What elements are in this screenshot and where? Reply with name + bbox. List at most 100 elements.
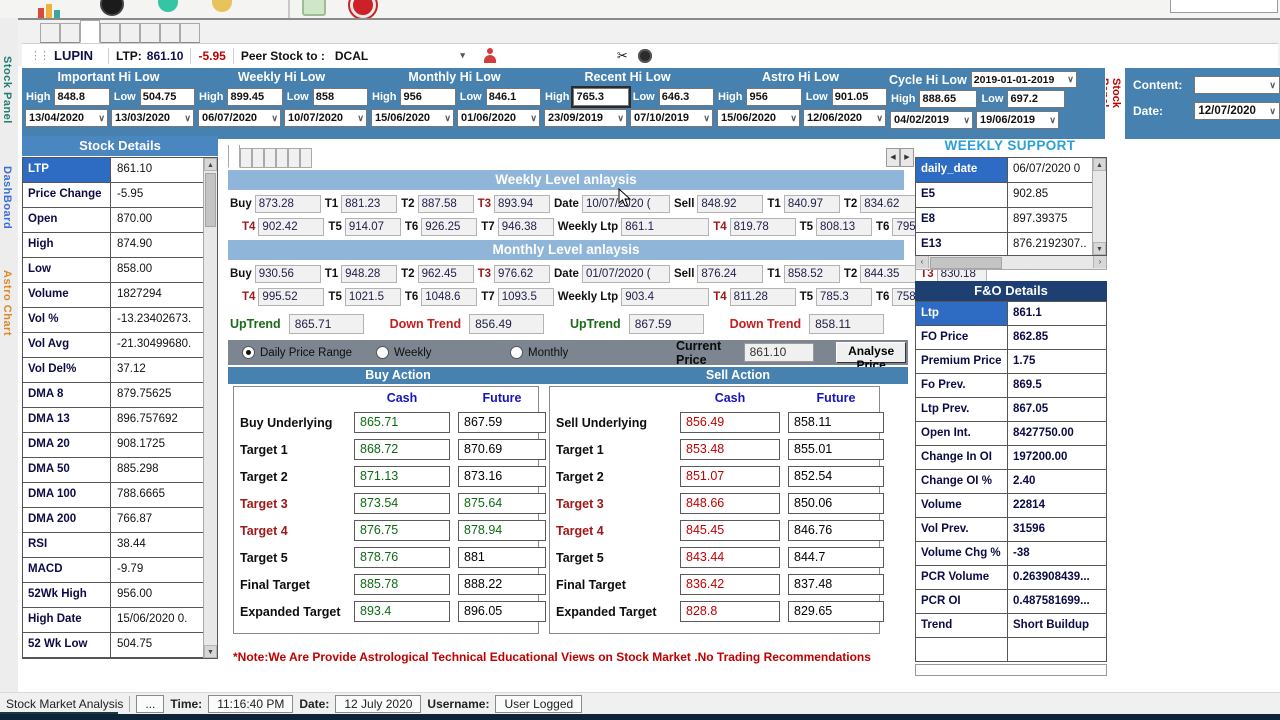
cycle-low-date-select[interactable]: 19/06/2019 ∨: [976, 111, 1059, 129]
cash-value-input[interactable]: 873.54: [354, 493, 450, 514]
level-field-input[interactable]: 902.42: [258, 217, 325, 236]
high-date-select[interactable]: 23/09/2019 ∨: [544, 109, 627, 127]
high-value-input[interactable]: 956: [400, 88, 456, 106]
low-date-select[interactable]: 10/07/2020 ∨: [284, 109, 367, 127]
table-row[interactable]: FO Price 862.85: [916, 326, 1106, 350]
video-progress-bar[interactable]: [0, 714, 1280, 720]
table-row[interactable]: Change In OI 197200.00: [916, 446, 1106, 470]
low-value-input[interactable]: 846.1: [485, 88, 541, 106]
main-tab[interactable]: [80, 20, 100, 43]
table-row[interactable]: High Date 15/06/2020 0.: [23, 608, 217, 633]
current-price-input[interactable]: 861.10: [743, 343, 815, 362]
table-row[interactable]: MACD -9.79: [23, 558, 217, 583]
table-row[interactable]: [916, 638, 1106, 661]
cycle-low-input[interactable]: 697.2: [1007, 90, 1066, 108]
main-tab[interactable]: [140, 23, 160, 43]
table-row[interactable]: Open Int. 8427750.00: [916, 422, 1106, 446]
high-value-input[interactable]: 956: [746, 88, 802, 106]
table-row[interactable]: E5 902.85: [916, 183, 1106, 208]
table-row[interactable]: Fo Prev. 869.5: [916, 374, 1106, 398]
future-value-input[interactable]: 873.16: [458, 466, 546, 487]
table-row[interactable]: High 874.90: [23, 233, 217, 258]
price-range-radio[interactable]: Daily Price Range: [242, 346, 362, 359]
cash-value-input[interactable]: 853.48: [680, 439, 780, 460]
tools-icon[interactable]: ✂: [616, 47, 628, 63]
table-row[interactable]: DMA 200 766.87: [23, 508, 217, 533]
level-field-input[interactable]: 840.97: [783, 194, 840, 213]
cash-value-input[interactable]: 865.71: [354, 412, 450, 433]
future-value-input[interactable]: 878.94: [458, 520, 546, 541]
star-icon[interactable]: [212, 0, 232, 12]
level-field-input[interactable]: 1048.6: [421, 287, 478, 306]
cash-value-input[interactable]: 856.49: [680, 412, 780, 433]
analyse-price-button[interactable]: Analyse Price: [836, 342, 906, 372]
cycle-high-input[interactable]: 888.65: [919, 90, 978, 108]
vertical-scrollbar[interactable]: ▲ ▼: [1092, 158, 1106, 255]
vertical-scrollbar[interactable]: ▲ ▼: [203, 158, 217, 658]
cash-value-input[interactable]: 876.75: [354, 520, 450, 541]
uptrend-input[interactable]: 867.59: [628, 314, 704, 334]
level-field-input[interactable]: 844.35: [860, 264, 917, 283]
analysis-tab[interactable]: [264, 148, 276, 168]
cash-value-input[interactable]: 845.45: [680, 520, 780, 541]
table-row[interactable]: 52 Wk Low 504.75: [23, 633, 217, 658]
analysis-tab[interactable]: [276, 148, 288, 168]
analysis-tab[interactable]: [228, 145, 240, 168]
future-value-input[interactable]: 846.76: [788, 520, 884, 541]
person-icon[interactable]: [483, 47, 497, 64]
scroll-up-icon[interactable]: ▲: [1093, 158, 1106, 171]
table-row[interactable]: E13 876.2192307..: [916, 233, 1106, 255]
scroll-right-icon[interactable]: ›: [1093, 256, 1106, 268]
cash-value-input[interactable]: 851.07: [680, 466, 780, 487]
side-tab-stock-panel[interactable]: Stock Panel: [1, 56, 13, 124]
analysis-tab[interactable]: [288, 148, 300, 168]
main-tab[interactable]: [120, 23, 140, 43]
table-row[interactable]: Trend Short Buildup: [916, 614, 1106, 638]
level-field-input[interactable]: 873.28: [254, 194, 321, 213]
table-row[interactable]: 52Wk High 956.00: [23, 583, 217, 608]
scroll-down-icon[interactable]: ▼: [1093, 242, 1106, 255]
uptrend-input[interactable]: 865.71: [288, 314, 364, 334]
low-date-select[interactable]: 12/06/2020 ∨: [803, 109, 886, 127]
table-row[interactable]: Ltp 861.1: [916, 302, 1106, 326]
table-row[interactable]: Volume 22814: [916, 494, 1106, 518]
cash-value-input[interactable]: 828.8: [680, 601, 780, 622]
cash-value-input[interactable]: 843.44: [680, 547, 780, 568]
level-field-input[interactable]: 930.56: [254, 264, 321, 283]
table-row[interactable]: E8 897.39375: [916, 208, 1106, 233]
logo-icon[interactable]: [350, 0, 376, 18]
level-field-input[interactable]: 858.52: [783, 264, 840, 283]
low-date-select[interactable]: 13/03/2020 ∨: [111, 109, 194, 127]
price-range-radio[interactable]: Weekly: [376, 346, 496, 359]
cash-value-input[interactable]: 893.4: [354, 601, 450, 622]
low-date-select[interactable]: 01/06/2020 ∨: [457, 109, 540, 127]
high-value-input[interactable]: 848.8: [54, 88, 110, 106]
table-row[interactable]: Low Date 13/03/2020 0.: [23, 658, 217, 659]
cash-value-input[interactable]: 871.13: [354, 466, 450, 487]
future-value-input[interactable]: 858.11: [788, 412, 884, 433]
future-value-input[interactable]: 852.54: [788, 466, 884, 487]
drag-handle-icon[interactable]: ⋮⋮: [30, 50, 50, 62]
cycle-range-select[interactable]: 2019-01-01-2019 ∨: [970, 71, 1077, 88]
cash-value-input[interactable]: 868.72: [354, 439, 450, 460]
table-row[interactable]: Change OI % 2.40: [916, 470, 1106, 494]
globe-icon[interactable]: [637, 48, 652, 63]
content-select[interactable]: ∨: [1194, 76, 1280, 94]
level-field-input[interactable]: 811.28: [729, 287, 796, 306]
table-row[interactable]: Low 858.00: [23, 258, 217, 283]
table-row[interactable]: Volume Chg % -38: [916, 542, 1106, 566]
table-row[interactable]: Ltp Prev. 867.05: [916, 398, 1106, 422]
level-field-input[interactable]: 976.62: [494, 264, 550, 283]
right-dock-tab[interactable]: Stock Panel: [1106, 78, 1122, 108]
main-tab[interactable]: [60, 23, 80, 43]
level-field-input[interactable]: 946.38: [497, 217, 554, 236]
analysis-tab[interactable]: [252, 148, 264, 168]
level-field-input[interactable]: 848.92: [697, 194, 764, 213]
cash-value-input[interactable]: 878.76: [354, 547, 450, 568]
scroll-up-icon[interactable]: ▲: [204, 158, 217, 171]
table-row[interactable]: DMA 13 896.757692: [23, 408, 217, 433]
level-field-input[interactable]: 881.23: [341, 194, 398, 213]
horizontal-scrollbar[interactable]: ‹ ›: [915, 256, 1107, 270]
table-row[interactable]: Price Change -5.95: [23, 183, 217, 208]
table-row[interactable]: DMA 20 908.1725: [23, 433, 217, 458]
